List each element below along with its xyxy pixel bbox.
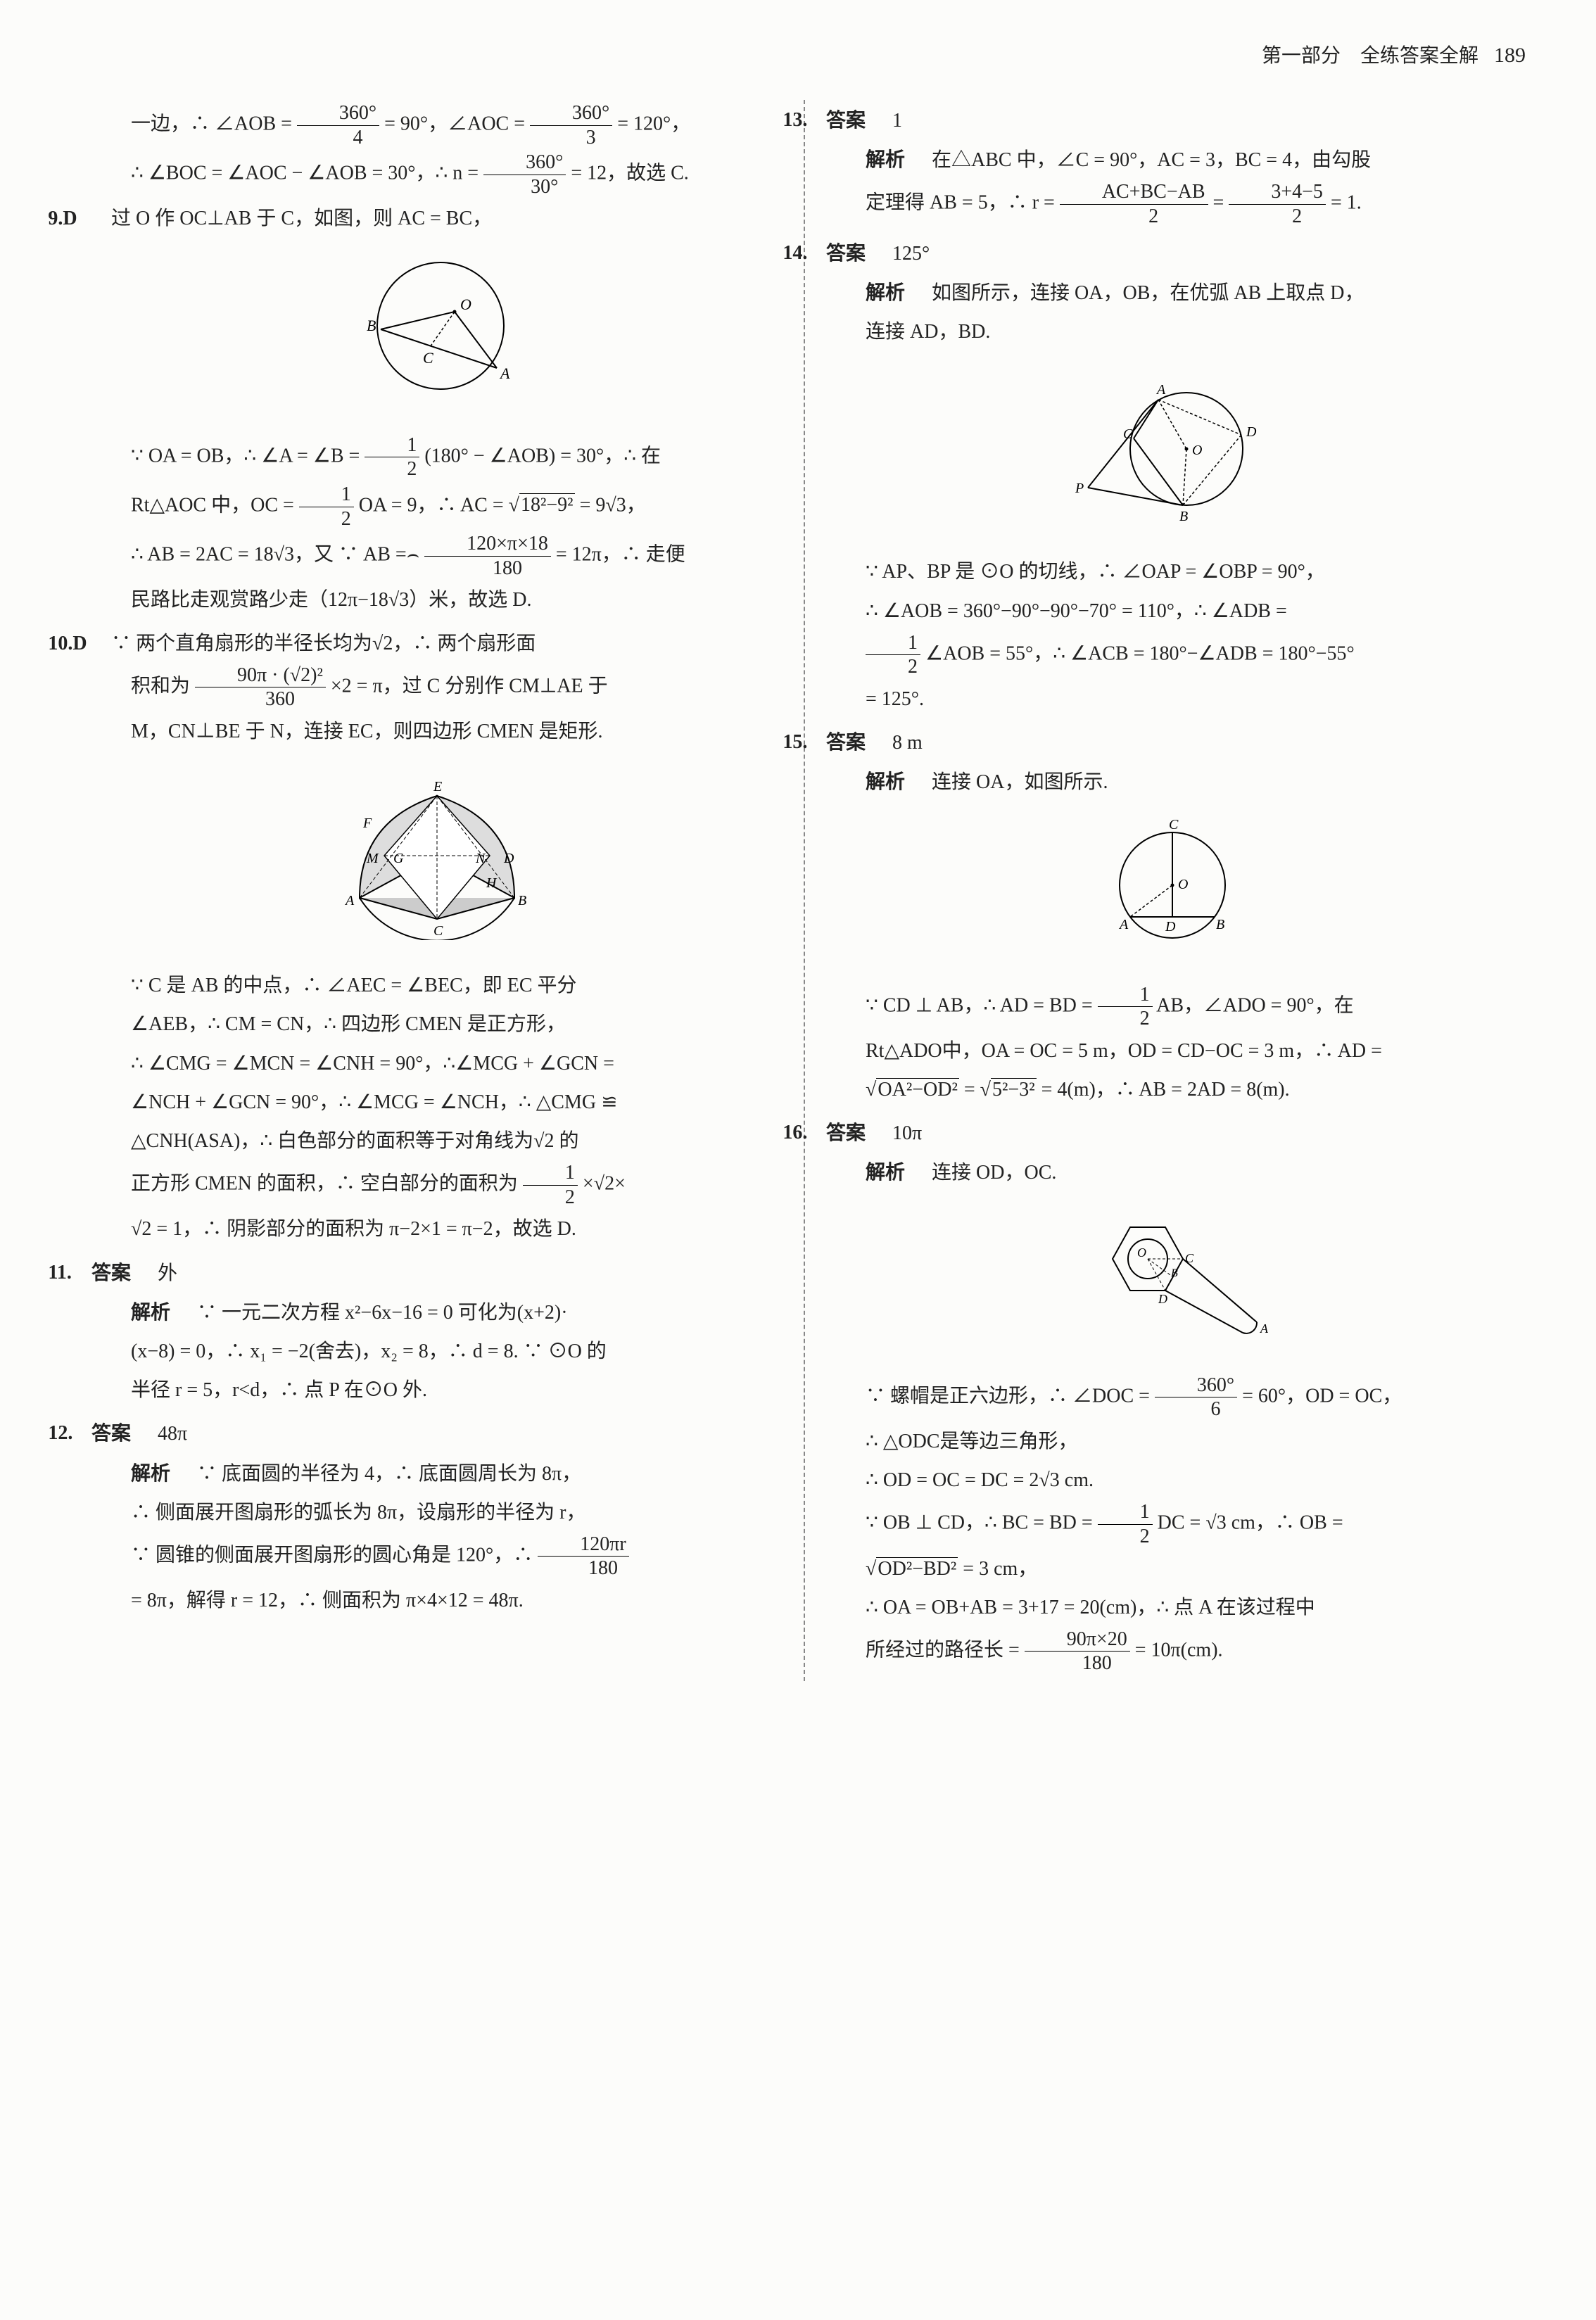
figure-q14: A D C O P B [826, 365, 1519, 539]
section-title: 第一部分 全练答案全解 [1262, 45, 1478, 67]
svg-text:E: E [433, 779, 442, 794]
svg-text:C: C [1169, 817, 1179, 832]
question-15: 15.答案 8 m 解析 连接 OA，如图所示. C O A D B ∵ CD … [826, 723, 1519, 1108]
text-line: ∵ C 是 AB 的中点，∴ ∠AEC = ∠BEC，即 EC 平分 [91, 967, 783, 1004]
svg-text:H: H [486, 875, 498, 891]
svg-text:O: O [1178, 877, 1188, 892]
svg-text:M: M [366, 851, 379, 866]
question-12: 12.答案 48π 解析 ∵ 底面圆的半径为 4，∴ 底面圆周长为 8π， ∴ … [91, 1414, 783, 1619]
right-column: 13.答案 1 解析 在△ABC 中，∠C = 90°，AC = 3，BC = … [805, 100, 1540, 1681]
text-line: 积和为 90π · (√2)²360 ×2 = π，过 C 分别作 CM⊥AE … [91, 664, 783, 711]
svg-text:O: O [1137, 1245, 1146, 1260]
q-label: 14. [783, 234, 807, 272]
q-label: 13. [783, 101, 807, 139]
label-O: O [460, 296, 471, 313]
svg-text:A: A [1260, 1321, 1269, 1336]
svg-text:G: G [393, 851, 404, 866]
text-line: M，CN⊥BE 于 N，连接 EC，则四边形 CMEN 是矩形. [91, 713, 783, 750]
label-A: A [499, 365, 510, 382]
text-line: ∠AEB，∴ CM = CN，∴ 四边形 CMEN 是正方形， [91, 1006, 783, 1043]
svg-text:B: B [518, 893, 526, 908]
svg-text:C: C [433, 923, 443, 939]
q-label: 15. [783, 723, 807, 761]
text-line: ∴ ∠CMG = ∠MCN = ∠CNH = 90°，∴∠MCG + ∠GCN … [91, 1045, 783, 1082]
svg-text:P: P [1075, 481, 1084, 496]
svg-text:D: D [1165, 919, 1176, 934]
label-B: B [367, 317, 376, 334]
left-column: 一边，∴ ∠AOB = 360°4 = 90°，∠AOC = 360°3 = 1… [70, 100, 805, 1681]
figure-q9: O B C A [91, 252, 783, 419]
question-9: 9.D 过 O 作 OC⊥AB 于 C，如图，则 AC = BC， O B C … [91, 200, 783, 619]
question-10: 10.D ∵ 两个直角扇形的半径长均为√2，∴ 两个扇形面 积和为 90π · … [91, 625, 783, 1248]
page-number: 189 [1494, 44, 1526, 67]
text-line: 民路比走观赏路少走（12π−18√3）米，故选 D. [91, 581, 783, 619]
svg-text:O: O [1192, 443, 1202, 458]
svg-text:N: N [475, 851, 486, 866]
svg-text:C: C [1123, 426, 1133, 442]
text-line: Rt△AOC 中，OC = 12 OA = 9，∴ AC = √18²−9² =… [91, 483, 783, 531]
q-label: 16. [783, 1114, 807, 1151]
svg-text:D: D [1246, 424, 1257, 440]
q-label: 11. [48, 1254, 71, 1291]
text-line: 一边，∴ ∠AOB = 360°4 = 90°，∠AOC = 360°3 = 1… [91, 101, 783, 149]
text-line: ∴ AB = 2AC = 18√3，又 ∵ AB =⌢ 120×π×18180 … [91, 532, 783, 580]
svg-text:B: B [1216, 917, 1224, 932]
question-14: 14.答案 125° 解析 如图所示，连接 OA，OB，在优弧 AB 上取点 D… [826, 234, 1519, 718]
question-11: 11.答案 外 解析 ∵ 一元二次方程 x²−6x−16 = 0 可化为(x+2… [91, 1254, 783, 1409]
text-line: ∵ OA = OB，∴ ∠A = ∠B = 12 (180° − ∠AOB) =… [91, 433, 783, 481]
svg-text:B: B [1179, 509, 1188, 524]
svg-text:D: D [503, 851, 514, 866]
svg-text:A: A [1118, 917, 1129, 932]
q-label: 9.D [48, 200, 77, 237]
figure-q15: C O A D B [826, 815, 1519, 968]
page-header: 第一部分 全练答案全解 189 [70, 35, 1540, 75]
svg-text:C: C [1185, 1251, 1194, 1265]
text-line: ∠NCH + ∠GCN = 90°，∴ ∠MCG = ∠NCH，∴ △CMG ≌ [91, 1084, 783, 1121]
q-label: 12. [48, 1414, 72, 1452]
label-C: C [423, 349, 433, 367]
svg-text:A: A [344, 893, 355, 908]
figure-q10: E F D M G N A H B C [91, 764, 783, 953]
text-line: ∴ ∠BOC = ∠AOC − ∠AOB = 30°，∴ n = 360°30°… [91, 151, 783, 198]
text-line: √2 = 1，∴ 阴影部分的面积为 π−2×1 = π−2，故选 D. [91, 1210, 783, 1248]
svg-text:B: B [1171, 1267, 1178, 1279]
question-16: 16.答案 10π 解析 连接 OD，OC. O C B D A [826, 1114, 1519, 1675]
content-columns: 一边，∴ ∠AOB = 360°4 = 90°，∠AOC = 360°3 = 1… [70, 100, 1540, 1681]
figure-q16: O C B D A [826, 1206, 1519, 1359]
q-label: 10.D [48, 625, 87, 662]
text-line: 正方形 CMEN 的面积，∴ 空白部分的面积为 12 ×√2× [91, 1161, 783, 1209]
question-13: 13.答案 1 解析 在△ABC 中，∠C = 90°，AC = 3，BC = … [826, 101, 1519, 229]
svg-text:F: F [362, 816, 372, 831]
svg-text:D: D [1158, 1292, 1167, 1306]
svg-text:A: A [1155, 382, 1166, 398]
text-line: △CNH(ASA)，∴ 白色部分的面积等于对角线为√2 的 [91, 1122, 783, 1160]
